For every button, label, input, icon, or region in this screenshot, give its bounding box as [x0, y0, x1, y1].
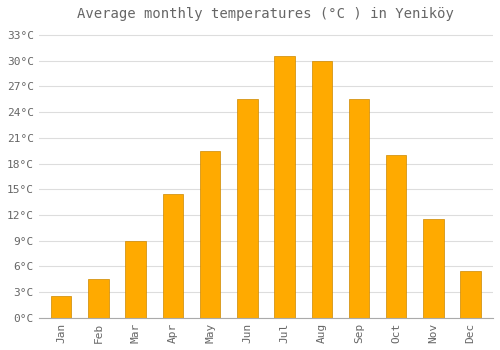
- Bar: [460, 271, 481, 318]
- Bar: [51, 296, 72, 318]
- Bar: [200, 150, 220, 318]
- Title: Average monthly temperatures (°C ) in Yeniköy: Average monthly temperatures (°C ) in Ye…: [78, 7, 454, 21]
- Bar: [88, 279, 108, 318]
- Bar: [237, 99, 258, 318]
- Bar: [312, 61, 332, 318]
- Bar: [162, 194, 183, 318]
- Bar: [274, 56, 295, 318]
- Bar: [386, 155, 406, 318]
- Bar: [423, 219, 444, 318]
- Bar: [126, 241, 146, 318]
- Bar: [349, 99, 370, 318]
